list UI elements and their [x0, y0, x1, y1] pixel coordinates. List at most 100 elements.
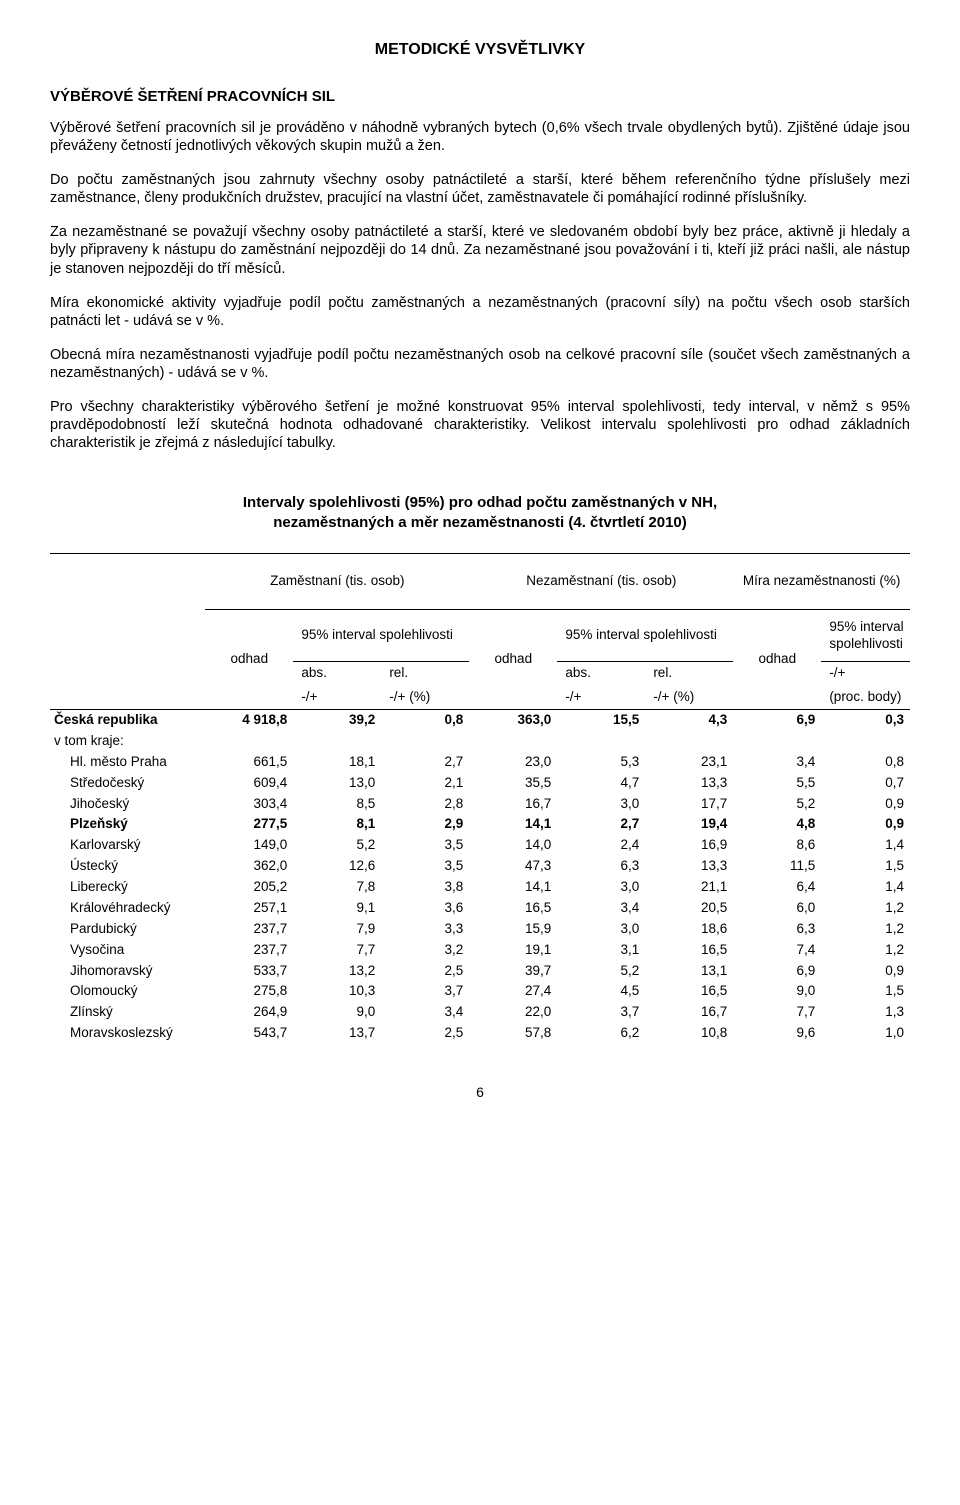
- header-pm: -/+: [557, 686, 645, 710]
- value-cell: 533,7: [205, 961, 293, 982]
- value-cell: 6,9: [733, 710, 821, 731]
- value-cell: 13,3: [645, 856, 733, 877]
- table-row: Jihomoravský533,713,22,539,75,213,16,90,…: [50, 961, 910, 982]
- header-odhad: odhad: [733, 610, 821, 710]
- value-cell: 8,1: [293, 814, 381, 835]
- paragraph: Do počtu zaměstnaných jsou zahrnuty všec…: [50, 171, 910, 207]
- region-cell: Olomoucký: [50, 981, 205, 1002]
- table-row: Vysočina237,77,73,219,13,116,57,41,2: [50, 940, 910, 961]
- value-cell: 4,8: [733, 814, 821, 835]
- value-cell: 3,2: [381, 940, 469, 961]
- value-cell: [381, 731, 469, 752]
- value-cell: 6,9: [733, 961, 821, 982]
- header-unemp-rate: Míra nezaměstnanosti (%): [733, 554, 910, 610]
- header-blank: [50, 554, 205, 710]
- header-rel: rel.: [645, 662, 733, 686]
- value-cell: 5,3: [557, 752, 645, 773]
- header-ci: 95% interval spolehlivosti: [557, 610, 733, 662]
- value-cell: 3,4: [557, 898, 645, 919]
- table-row: v tom kraje:: [50, 731, 910, 752]
- value-cell: 10,3: [293, 981, 381, 1002]
- value-cell: 3,0: [557, 919, 645, 940]
- value-cell: 23,1: [645, 752, 733, 773]
- value-cell: 23,0: [469, 752, 557, 773]
- value-cell: 9,6: [733, 1023, 821, 1044]
- value-cell: 0,3: [821, 710, 910, 731]
- value-cell: 264,9: [205, 1002, 293, 1023]
- value-cell: 0,9: [821, 794, 910, 815]
- value-cell: 7,8: [293, 877, 381, 898]
- region-cell: Jihomoravský: [50, 961, 205, 982]
- header-rel: rel.: [381, 662, 469, 686]
- value-cell: 1,2: [821, 898, 910, 919]
- value-cell: 1,5: [821, 981, 910, 1002]
- value-cell: 9,1: [293, 898, 381, 919]
- table-row: Liberecký205,27,83,814,13,021,16,41,4: [50, 877, 910, 898]
- value-cell: 17,7: [645, 794, 733, 815]
- value-cell: 11,5: [733, 856, 821, 877]
- header-pm: -/+: [293, 686, 381, 710]
- value-cell: 1,4: [821, 877, 910, 898]
- value-cell: 18,1: [293, 752, 381, 773]
- value-cell: 303,4: [205, 794, 293, 815]
- value-cell: 19,4: [645, 814, 733, 835]
- paragraph: Za nezaměstnané se považují všechny osob…: [50, 223, 910, 277]
- value-cell: 13,7: [293, 1023, 381, 1044]
- value-cell: 3,1: [557, 940, 645, 961]
- value-cell: 7,7: [293, 940, 381, 961]
- region-cell: Vysočina: [50, 940, 205, 961]
- region-cell: Jihočeský: [50, 794, 205, 815]
- value-cell: 7,9: [293, 919, 381, 940]
- value-cell: 6,0: [733, 898, 821, 919]
- page-number: 6: [50, 1084, 910, 1102]
- value-cell: 2,1: [381, 773, 469, 794]
- value-cell: 13,3: [645, 773, 733, 794]
- table-row: Zlínský264,99,03,422,03,716,77,71,3: [50, 1002, 910, 1023]
- table-row: Ústecký362,012,63,547,36,313,311,51,5: [50, 856, 910, 877]
- value-cell: 4,3: [645, 710, 733, 731]
- header-pm-pct: -/+ (%): [381, 686, 469, 710]
- value-cell: 609,4: [205, 773, 293, 794]
- header-ci: 95% interval spolehlivosti: [821, 610, 910, 662]
- value-cell: 57,8: [469, 1023, 557, 1044]
- value-cell: 4,5: [557, 981, 645, 1002]
- value-cell: 14,0: [469, 835, 557, 856]
- table-row: Olomoucký275,810,33,727,44,516,59,01,5: [50, 981, 910, 1002]
- value-cell: 6,3: [557, 856, 645, 877]
- table-row: Královéhradecký257,19,13,616,53,420,56,0…: [50, 898, 910, 919]
- value-cell: 22,0: [469, 1002, 557, 1023]
- value-cell: 237,7: [205, 919, 293, 940]
- region-cell: Královéhradecký: [50, 898, 205, 919]
- value-cell: 0,8: [821, 752, 910, 773]
- value-cell: 13,0: [293, 773, 381, 794]
- section-heading: VÝBĚROVÉ ŠETŘENÍ PRACOVNÍCH SIL: [50, 88, 910, 107]
- value-cell: 3,3: [381, 919, 469, 940]
- value-cell: 5,2: [733, 794, 821, 815]
- value-cell: 3,6: [381, 898, 469, 919]
- value-cell: 8,6: [733, 835, 821, 856]
- value-cell: 5,2: [293, 835, 381, 856]
- value-cell: 3,4: [381, 1002, 469, 1023]
- header-odhad: odhad: [205, 610, 293, 710]
- value-cell: 277,5: [205, 814, 293, 835]
- header-abs: abs.: [557, 662, 645, 686]
- paragraph: Pro všechny charakteristiky výběrového š…: [50, 398, 910, 452]
- value-cell: 0,9: [821, 961, 910, 982]
- value-cell: 21,1: [645, 877, 733, 898]
- value-cell: 257,1: [205, 898, 293, 919]
- value-cell: 149,0: [205, 835, 293, 856]
- value-cell: 5,5: [733, 773, 821, 794]
- page-title: METODICKÉ VYSVĚTLIVKY: [50, 40, 910, 60]
- header-pm: -/+: [821, 662, 910, 686]
- value-cell: 3,7: [557, 1002, 645, 1023]
- value-cell: 15,9: [469, 919, 557, 940]
- value-cell: 16,5: [469, 898, 557, 919]
- value-cell: 543,7: [205, 1023, 293, 1044]
- value-cell: 1,4: [821, 835, 910, 856]
- region-cell: Karlovarský: [50, 835, 205, 856]
- value-cell: 363,0: [469, 710, 557, 731]
- region-cell: Středočeský: [50, 773, 205, 794]
- region-cell: Liberecký: [50, 877, 205, 898]
- value-cell: [733, 731, 821, 752]
- value-cell: 661,5: [205, 752, 293, 773]
